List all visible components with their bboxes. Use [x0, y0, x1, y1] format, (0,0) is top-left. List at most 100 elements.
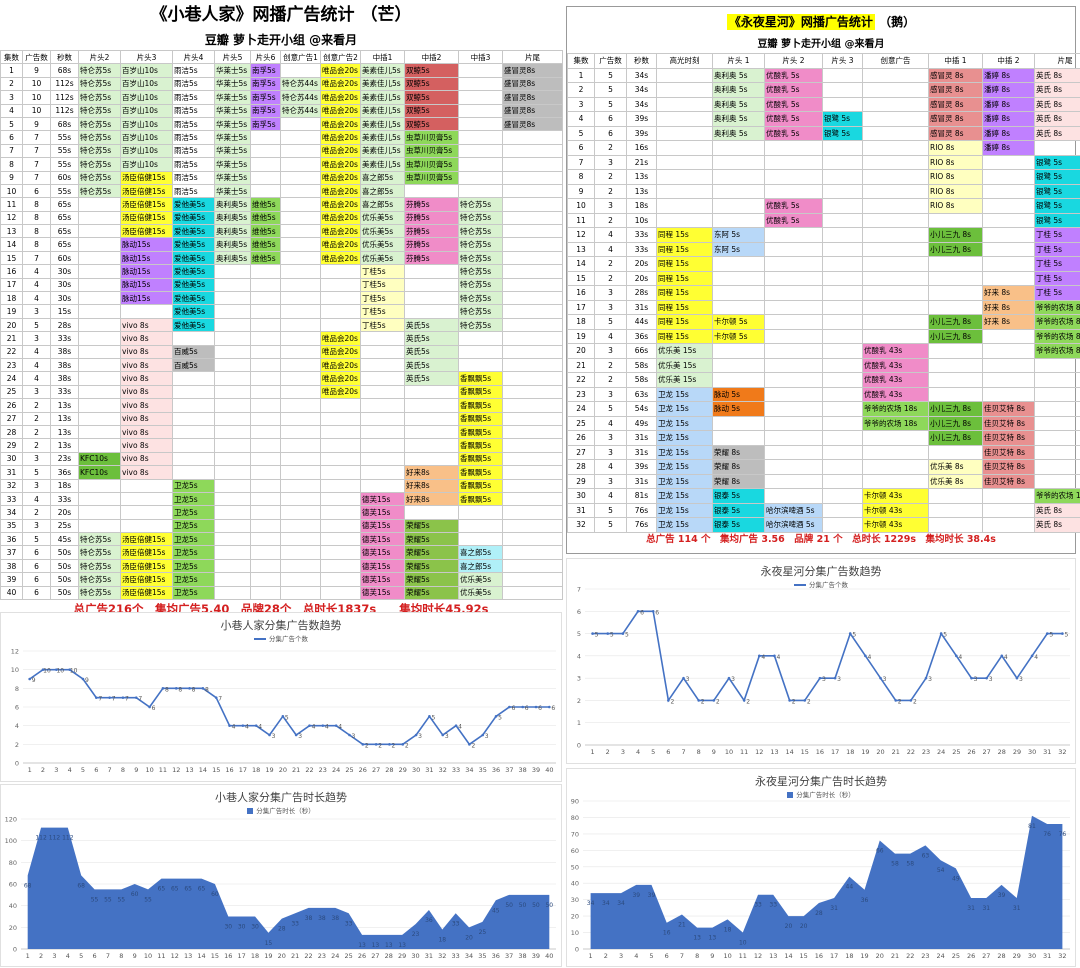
ad-cell: [765, 286, 823, 301]
ad-cell: 南孚5s: [251, 91, 281, 104]
ad-cell: [281, 225, 321, 238]
column-header: 片尾: [503, 51, 563, 64]
ad-cell: [215, 265, 251, 278]
ad-cell: 银鹭 5s: [823, 126, 863, 141]
ad-cell: 脉动15s: [121, 238, 173, 251]
x-tick-label: 3: [619, 952, 623, 960]
ad-cell: [459, 506, 503, 519]
ad-cell: 爱他美5s: [173, 265, 215, 278]
ad-cell: [1035, 358, 1080, 373]
stat-cell: 4: [595, 489, 627, 504]
ad-cell: 雨洁5s: [173, 104, 215, 117]
stat-cell: 65s: [51, 211, 79, 224]
ad-cell: 小儿三九 8s: [929, 315, 983, 330]
data-point: [108, 696, 111, 699]
ad-cell: 特仑苏5s: [79, 64, 121, 77]
ad-cell: vivo 8s: [121, 372, 173, 385]
stat-cell: 55s: [51, 158, 79, 171]
ad-cell: [503, 519, 563, 532]
x-tick-label: 20: [278, 952, 286, 960]
x-tick-label: 2: [41, 766, 45, 774]
ad-cell: 奥利奥 5s: [713, 126, 765, 141]
data-label: 7: [218, 696, 222, 703]
ad-cell: [361, 358, 405, 371]
ad-cell: [215, 305, 251, 318]
ad-cell: [765, 329, 823, 344]
ad-cell: 美素佳儿5s: [361, 117, 405, 130]
data-point: [535, 706, 538, 709]
ad-cell: [983, 228, 1035, 243]
x-tick-label: 36: [492, 952, 500, 960]
ad-cell: [251, 425, 281, 438]
ad-cell: [823, 460, 863, 475]
chart-plot: 0102030405060708090341342343394395166217…: [567, 769, 1077, 968]
stat-cell: 7: [23, 158, 51, 171]
ad-cell: [503, 158, 563, 171]
data-label: 50: [519, 902, 527, 909]
ad-cell: 卡尔顿 5s: [713, 315, 765, 330]
ad-cell: 小儿三九 8s: [929, 242, 983, 257]
ad-cell: [503, 452, 563, 465]
data-label: 65: [158, 886, 166, 893]
ad-cell: [765, 431, 823, 446]
episode-cell: 27: [1, 412, 23, 425]
stat-cell: 55s: [51, 131, 79, 144]
episode-cell: 17: [1, 278, 23, 291]
episode-cell: 7: [568, 155, 595, 170]
data-label: 3: [974, 676, 978, 683]
x-tick-label: 4: [634, 952, 638, 960]
ad-cell: [321, 265, 361, 278]
ad-cell: [459, 171, 503, 184]
x-tick-label: 19: [860, 952, 868, 960]
x-tick-label: 27: [983, 748, 991, 756]
ad-cell: 芬腾5s: [405, 198, 459, 211]
stat-cell: 8: [23, 198, 51, 211]
ad-cell: 雨洁5s: [173, 144, 215, 157]
data-label: 6: [538, 705, 542, 712]
ad-cell: 芬腾5s: [405, 211, 459, 224]
x-tick-label: 27: [371, 952, 379, 960]
ad-cell: 南孚5s: [251, 117, 281, 130]
data-label: 38: [318, 915, 326, 922]
ad-cell: 英氏 8s: [1035, 97, 1080, 112]
ad-cell: [929, 286, 983, 301]
x-tick-label: 40: [545, 952, 553, 960]
data-label: 23: [412, 931, 420, 938]
y-tick-label: 120: [5, 816, 17, 824]
ad-cell: [929, 300, 983, 315]
ad-cell: 优酸乳 5s: [765, 199, 823, 214]
stat-cell: 5: [595, 68, 627, 83]
ad-cell: 英氏 8s: [1035, 518, 1080, 533]
x-tick-label: 31: [1043, 952, 1051, 960]
ad-cell: 华莱士5s: [215, 184, 251, 197]
data-point: [508, 706, 511, 709]
ad-cell: 荣耀5s: [405, 573, 459, 586]
ad-cell: 英氏5s: [405, 345, 459, 358]
y-tick-label: 10: [571, 929, 579, 937]
stat-cell: 4: [23, 265, 51, 278]
episode-cell: 23: [568, 387, 595, 402]
ad-cell: [1035, 416, 1080, 431]
ad-cell: [503, 506, 563, 519]
data-label: 6: [640, 609, 644, 616]
ad-cell: [281, 573, 321, 586]
x-tick-label: 20: [876, 748, 884, 756]
ad-cell: 爱他美5s: [173, 278, 215, 291]
data-point: [122, 696, 125, 699]
data-label: 4: [867, 654, 871, 661]
data-point: [148, 706, 151, 709]
data-label: 2: [670, 698, 674, 705]
ad-cell: [215, 466, 251, 479]
stat-cell: 3: [595, 445, 627, 460]
ad-cell: [405, 184, 459, 197]
ad-cell: [361, 425, 405, 438]
stat-cell: 2: [23, 412, 51, 425]
ad-cell: 唯品会20s: [321, 211, 361, 224]
